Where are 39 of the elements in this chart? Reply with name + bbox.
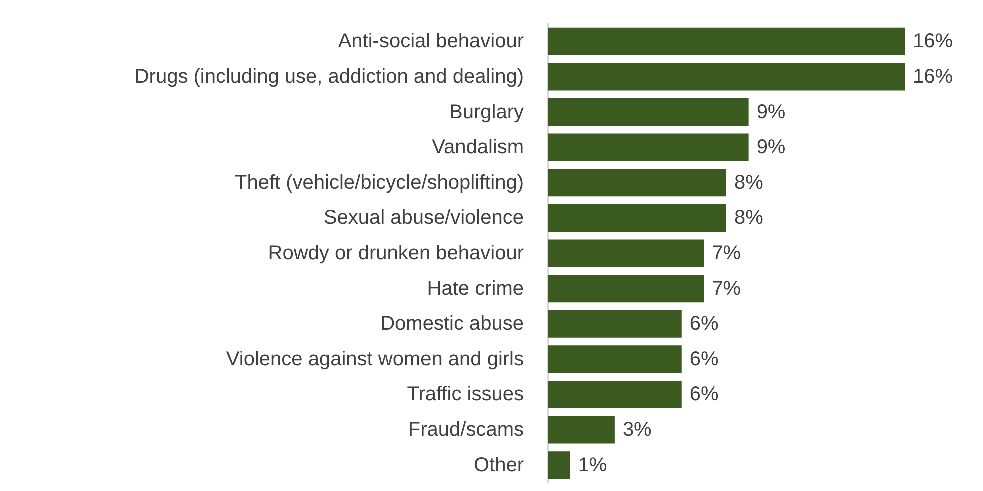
- bar: [548, 416, 615, 444]
- y-tick-label: Rowdy or drunken behaviour: [268, 242, 524, 264]
- data-label: 8%: [734, 207, 764, 230]
- y-tick-label: Sexual abuse/violence: [324, 207, 524, 230]
- y-tick-label: Anti-social behaviour: [338, 30, 524, 53]
- bar: [548, 275, 704, 303]
- y-tick-label: Burglary: [450, 101, 524, 124]
- bar: [548, 98, 749, 126]
- y-tick-label: Domestic abuse: [380, 313, 524, 336]
- data-label: 7%: [712, 278, 742, 300]
- data-label: 6%: [690, 384, 719, 406]
- data-label: 6%: [690, 348, 719, 370]
- data-label: 1%: [578, 454, 608, 476]
- bar: [548, 452, 570, 480]
- data-label: 6%: [690, 313, 719, 336]
- y-tick-label: Theft (vehicle/bicycle/shoplifting): [234, 172, 524, 194]
- bar: [548, 28, 905, 56]
- bar: [548, 380, 682, 408]
- y-tick-label: Violence against women and girls: [226, 348, 524, 370]
- data-label: 9%: [756, 101, 786, 124]
- bar: [548, 169, 726, 197]
- bar: [548, 134, 749, 162]
- y-tick-label: Drugs (including use, addiction and dealing): [134, 66, 524, 88]
- y-tick-label: Vandalism: [432, 136, 524, 159]
- bar: [548, 63, 905, 91]
- data-label: 8%: [734, 172, 764, 194]
- data-label: 9%: [756, 136, 786, 159]
- y-tick-label: Other: [474, 454, 524, 476]
- data-label: 16%: [913, 30, 954, 53]
- data-label: 7%: [712, 242, 742, 264]
- y-tick-label: Hate crime: [427, 278, 524, 300]
- bar: [548, 240, 704, 268]
- data-label: 3%: [622, 419, 652, 442]
- y-tick-label: Traffic issues: [407, 384, 524, 406]
- bar: [548, 310, 682, 338]
- y-tick-label: Fraud/scams: [408, 419, 524, 442]
- bar: [548, 204, 726, 232]
- bar: [548, 346, 682, 374]
- data-label: 16%: [913, 66, 954, 88]
